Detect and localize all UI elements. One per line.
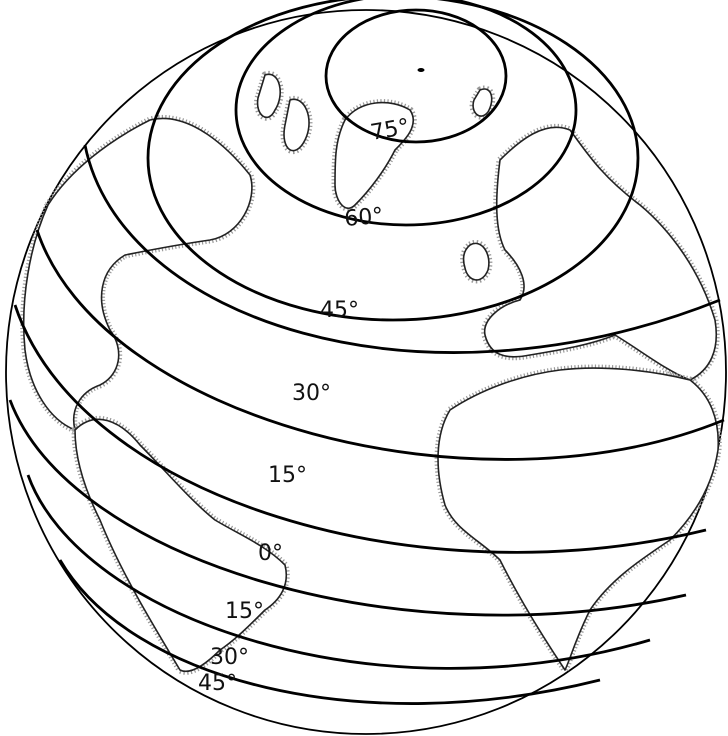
parallel-0 <box>13 304 707 554</box>
lat-label-0: 0° <box>258 541 283 566</box>
parallel-s45 <box>58 559 601 705</box>
parallel-75 <box>324 8 508 144</box>
lat-label-s15: 15° <box>225 599 264 624</box>
parallel-60 <box>234 0 578 227</box>
land-greenland <box>334 101 415 209</box>
parallel-s15 <box>8 399 687 617</box>
parallel-45 <box>146 0 640 322</box>
land-arctic-islands <box>256 73 310 152</box>
lat-label-15: 15° <box>268 463 307 488</box>
lat-label-60: 60° <box>343 204 384 232</box>
lat-label-s30: 30° <box>210 645 249 670</box>
land-eurasia <box>484 126 717 381</box>
latitude-labels: 75° 60° 45° 30° 15° 0° 15° 30° 45° <box>198 115 411 696</box>
parallel-s30 <box>26 474 651 670</box>
lat-label-45: 45° <box>320 298 359 323</box>
land-north-america <box>22 117 253 431</box>
lat-label-s45: 45° <box>198 671 237 696</box>
land-british-isles <box>462 242 490 281</box>
land-svalbard <box>472 88 493 117</box>
lat-label-30: 30° <box>292 381 331 406</box>
north-pole-marker <box>417 68 425 72</box>
parallel-30 <box>83 144 721 354</box>
parallel-15 <box>35 229 725 461</box>
graticule-parallels <box>8 0 725 705</box>
